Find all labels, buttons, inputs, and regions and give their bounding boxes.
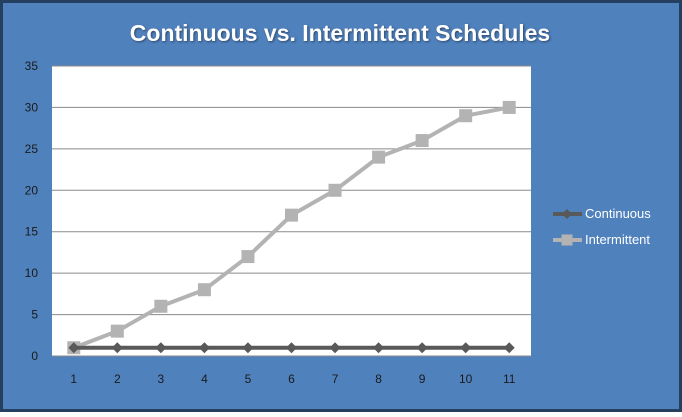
data-point-intermittent-5: [241, 250, 255, 264]
y-tick-label-0: 0: [31, 349, 38, 363]
legend-marker-intermittent: [561, 234, 573, 246]
data-point-continuous-10: [460, 342, 472, 354]
chart-title: Continuous vs. Intermittent Schedules: [130, 20, 550, 46]
x-tick-label-9: 9: [419, 372, 426, 386]
data-point-continuous-1: [68, 342, 80, 354]
legend-item-continuous: Continuous: [553, 206, 651, 221]
y-tick-label-10: 10: [25, 266, 39, 280]
legend-label-intermittent: Intermittent: [585, 232, 650, 247]
data-point-continuous-2: [111, 342, 123, 354]
series-intermittent: [67, 100, 516, 355]
data-point-intermittent-8: [372, 150, 386, 164]
y-axis-tick-labels: 0 5 10 15 20 25 30 35: [25, 59, 39, 363]
x-tick-label-10: 10: [459, 372, 473, 386]
data-point-continuous-6: [286, 342, 297, 354]
x-tick-label-7: 7: [332, 372, 339, 386]
y-tick-label-5: 5: [31, 308, 38, 322]
legend-marker-continuous: [562, 209, 572, 219]
data-point-continuous-3: [155, 342, 167, 354]
data-point-continuous-9: [416, 342, 428, 354]
data-point-intermittent-9: [415, 134, 429, 148]
x-tick-label-3: 3: [158, 372, 165, 386]
data-point-intermittent-6: [285, 208, 298, 222]
y-tick-label-35: 35: [25, 59, 39, 73]
data-point-continuous-8: [373, 342, 385, 354]
data-point-intermittent-10: [459, 109, 473, 123]
legend: Continuous Intermittent: [553, 206, 651, 247]
y-tick-label-30: 30: [25, 100, 39, 114]
legend-item-intermittent: Intermittent: [553, 232, 650, 247]
x-tick-label-5: 5: [245, 372, 252, 386]
x-tick-label-6: 6: [288, 372, 295, 386]
data-point-continuous-4: [198, 342, 210, 354]
x-axis-tick-labels: 1 2 3 4 5 6 7 8 9 10 11: [70, 372, 515, 386]
data-point-intermittent-2: [110, 324, 124, 338]
data-point-intermittent-7: [328, 183, 342, 197]
x-tick-label-11: 11: [503, 372, 516, 386]
data-point-continuous-11: [503, 342, 515, 354]
x-tick-label-2: 2: [114, 372, 121, 386]
y-tick-label-20: 20: [25, 183, 39, 197]
data-point-continuous-7: [329, 342, 341, 354]
x-tick-label-1: 1: [70, 372, 77, 386]
gridlines: [52, 65, 531, 357]
y-tick-label-15: 15: [25, 225, 39, 239]
data-point-intermittent-4: [197, 283, 211, 297]
x-tick-label-4: 4: [201, 372, 208, 386]
x-tick-label-8: 8: [375, 372, 382, 386]
data-point-continuous-5: [242, 342, 254, 354]
y-tick-label-25: 25: [25, 142, 39, 156]
legend-label-continuous: Continuous: [585, 206, 651, 221]
data-point-intermittent-3: [154, 299, 168, 313]
series-group: [67, 100, 516, 355]
series-continuous: [68, 342, 515, 354]
data-point-intermittent-11: [502, 100, 516, 114]
